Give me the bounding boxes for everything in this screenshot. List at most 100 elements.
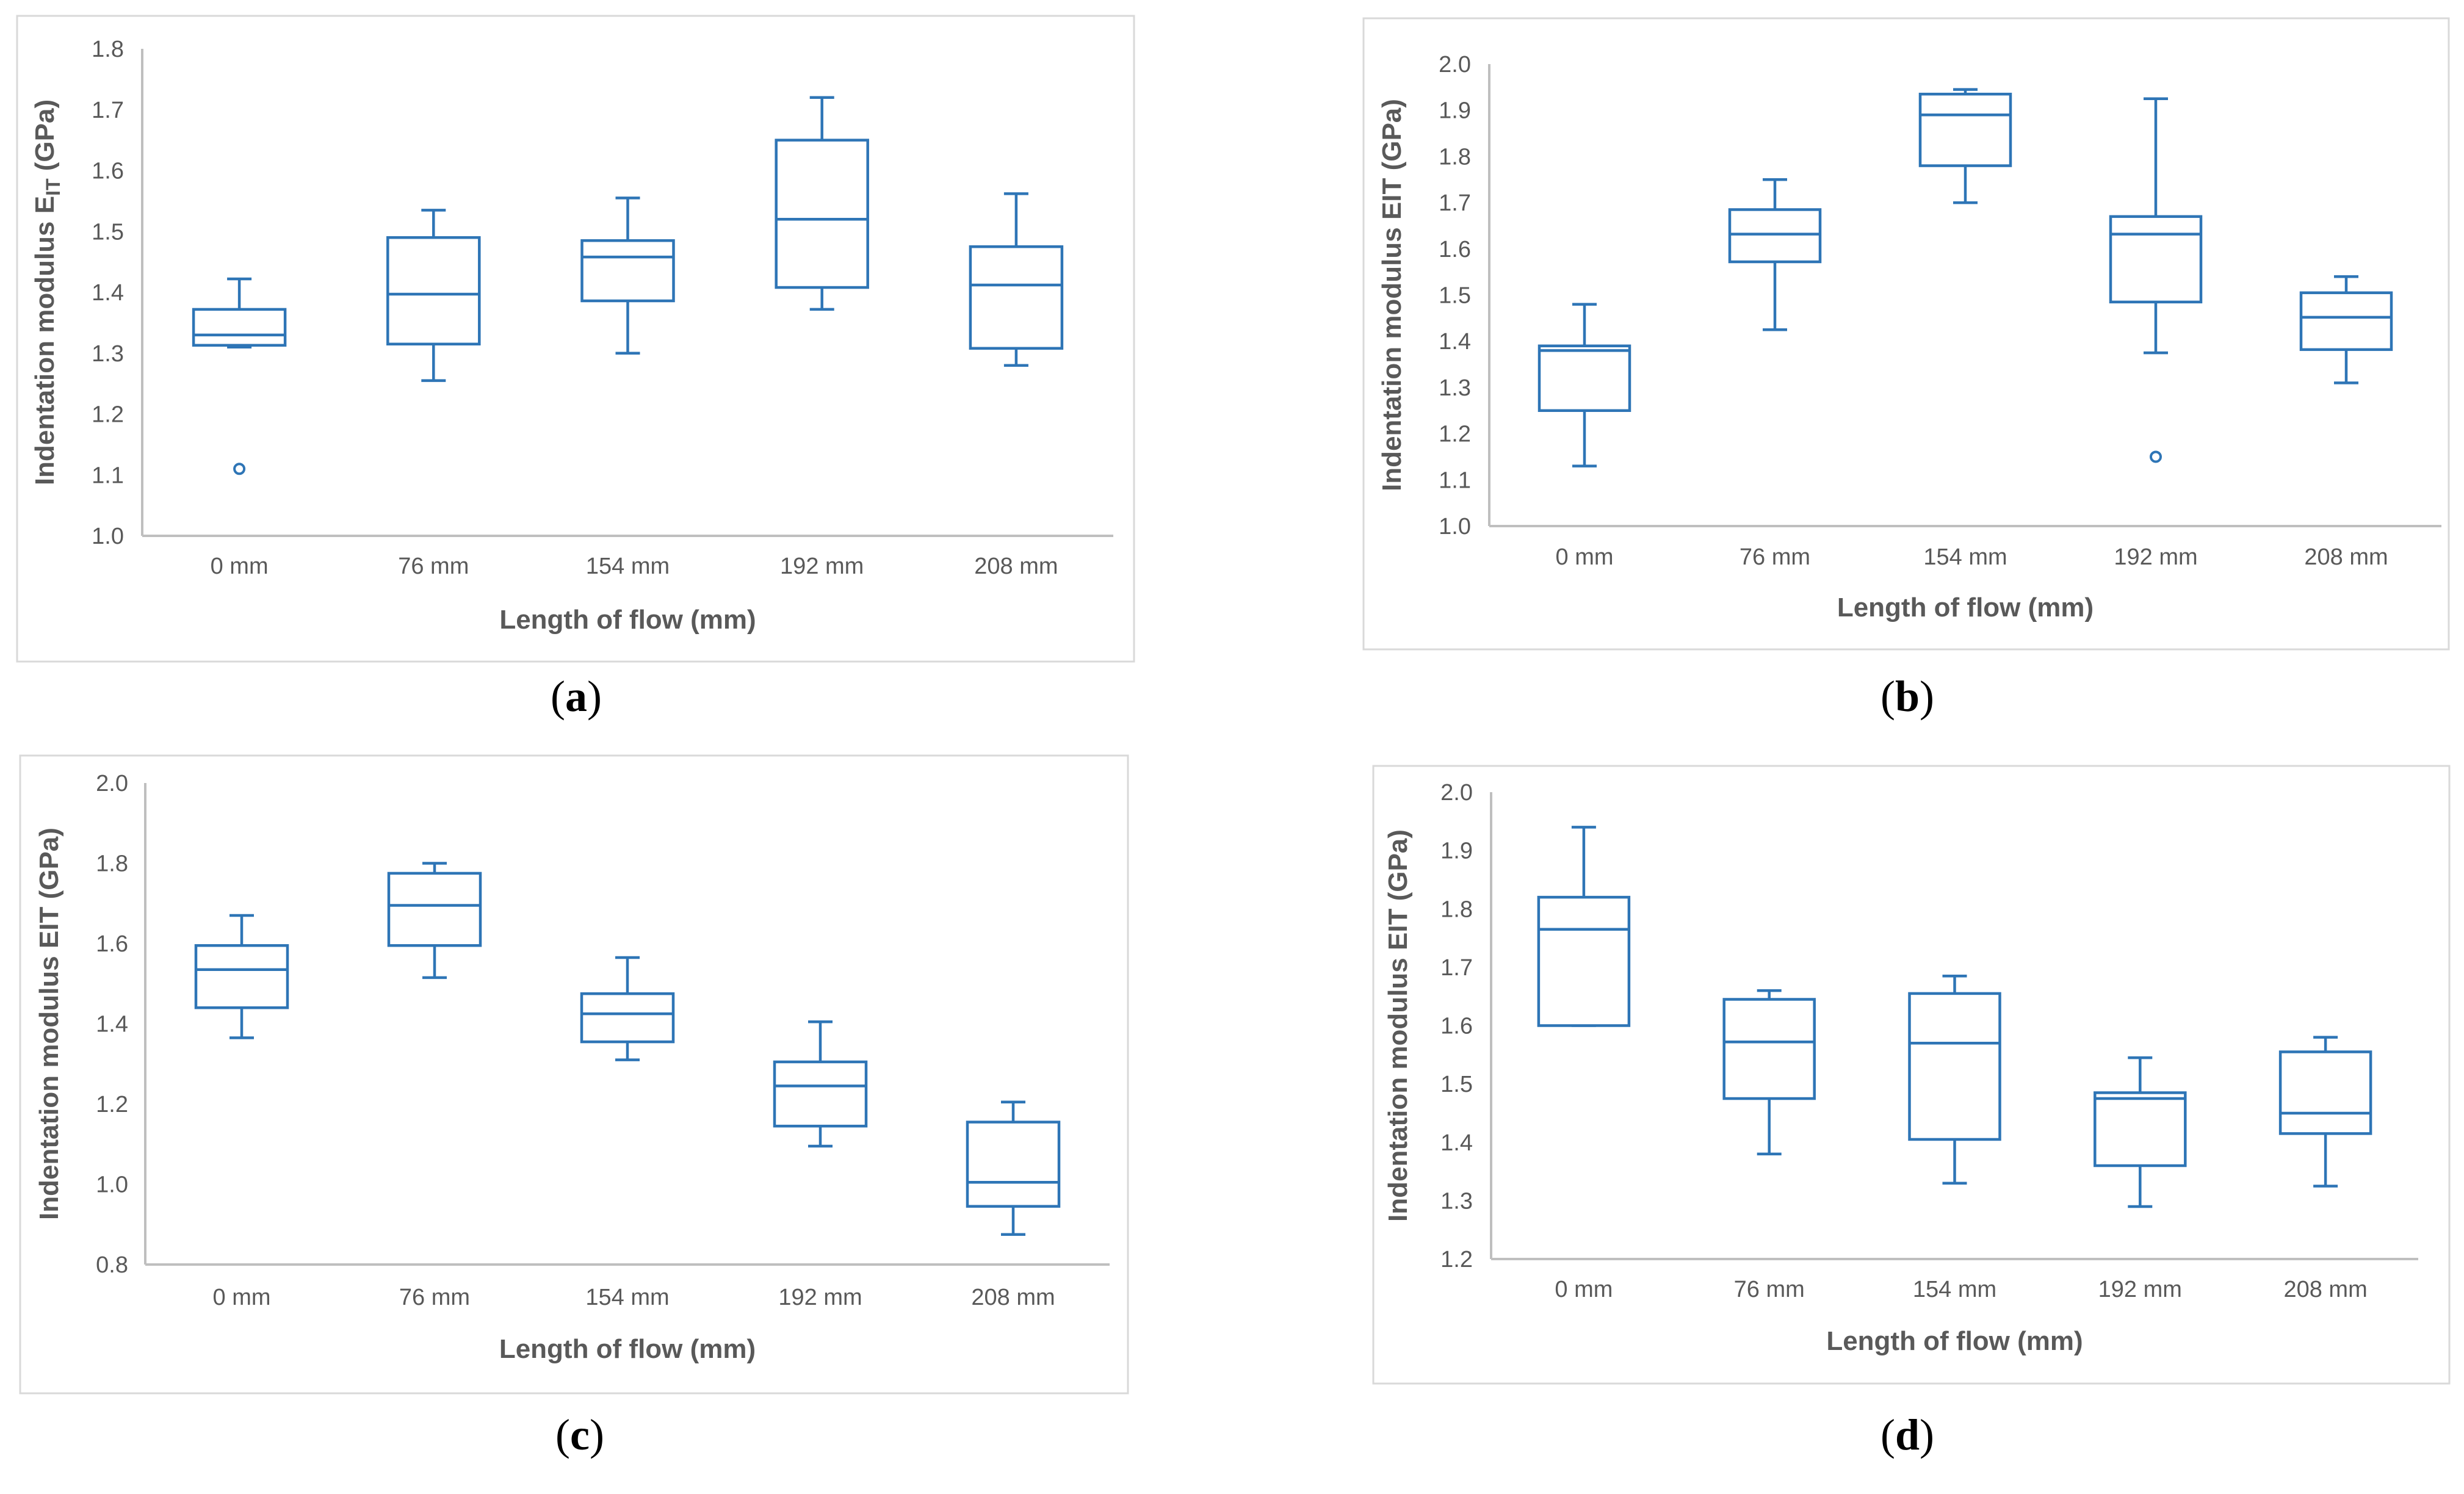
x-tick-label: 208 mm	[2304, 544, 2388, 570]
caption-close-paren: )	[1920, 672, 1934, 721]
x-axis-label: Length of flow (mm)	[499, 1334, 756, 1364]
x-axis-label: Length of flow (mm)	[499, 605, 756, 635]
caption-open-paren: (	[551, 672, 565, 721]
y-tick-label: 1.2	[92, 402, 124, 428]
panel-caption: (d)	[1881, 1410, 1934, 1459]
caption-letter: a	[565, 672, 587, 721]
y-tick-label: 1.3	[92, 341, 124, 367]
box-group	[580, 956, 675, 1061]
box-group	[1537, 826, 1631, 1027]
box	[194, 944, 289, 1009]
y-tick-label: 1.8	[1439, 144, 1471, 170]
panel-caption: (a)	[551, 672, 602, 721]
box	[1537, 895, 1631, 1027]
y-axis-label-main: Indentation modulus EIT	[1383, 909, 1413, 1222]
caption-open-paren: (	[555, 1410, 570, 1459]
y-tick-label: 1.2	[96, 1092, 128, 1117]
box	[192, 308, 287, 347]
y-tick-label: 1.6	[1439, 237, 1471, 262]
y-tick-label: 2.0	[1439, 52, 1471, 78]
panel-caption: (c)	[555, 1410, 604, 1459]
caption-letter: c	[570, 1410, 590, 1459]
box	[1722, 998, 1816, 1100]
x-tick-label: 208 mm	[2283, 1277, 2367, 1302]
caption-open-paren: (	[1881, 1410, 1895, 1459]
box-group	[2299, 275, 2393, 384]
chart-frame	[16, 15, 1135, 663]
chart-panel-a: 1.0 1.1 1.2 1.3 1.4 1.5 1.6 1.7 1.8 0 mm 76 mm 154 …	[16, 15, 1135, 663]
box-group	[1918, 88, 2012, 204]
y-tick-label: 1.2	[1439, 422, 1471, 447]
caption-close-paren: )	[590, 1410, 604, 1459]
x-tick-label: 208 mm	[971, 1285, 1055, 1310]
outlier-point	[233, 463, 246, 475]
box	[2094, 1091, 2187, 1167]
y-axis-label-main: Indentation modulus EIT	[34, 907, 64, 1220]
box-group	[1908, 974, 2001, 1185]
y-tick-label: 1.3	[1440, 1188, 1473, 1214]
y-tick-label: 1.4	[96, 1012, 128, 1038]
x-axis-label: Length of flow (mm)	[1826, 1326, 2083, 1356]
y-tick-label: 1.7	[92, 98, 124, 123]
box	[966, 1120, 1061, 1208]
box	[969, 245, 1064, 350]
y-tick-label: 0.8	[96, 1252, 128, 1278]
caption-close-paren: )	[587, 672, 602, 721]
y-tick-label: 1.0	[1439, 514, 1471, 540]
caption-letter: d	[1895, 1410, 1920, 1459]
y-tick-label: 1.6	[96, 931, 128, 957]
box-group	[387, 862, 482, 980]
x-tick-label: 76 mm	[399, 1285, 470, 1310]
caption-letter: b	[1895, 672, 1920, 721]
y-tick-label: 1.9	[1440, 839, 1473, 864]
panel-caption: (b)	[1881, 672, 1934, 721]
chart-panel-c: 0.8 1.0 1.2 1.4 1.6 1.8 2.0 0 mm 76 mm 154 mm 192 …	[19, 754, 1129, 1395]
box-group	[1728, 178, 1822, 331]
chart-panel-b: 1.0 1.1 1.2 1.3 1.4 1.5 1.6 1.7 1.8 1.9 2.0 0 mm 76 …	[1362, 17, 2450, 651]
y-tick-label: 1.5	[1440, 1072, 1473, 1097]
box-group	[580, 197, 675, 355]
x-tick-label: 154 mm	[586, 554, 670, 579]
y-tick-label: 2.0	[1440, 780, 1473, 806]
caption-close-paren: )	[1920, 1410, 1934, 1459]
y-tick-label: 2.0	[96, 771, 128, 796]
x-axis-label: Length of flow (mm)	[1837, 593, 2094, 622]
x-tick-label: 208 mm	[974, 554, 1058, 579]
x-tick-label: 192 mm	[780, 554, 864, 579]
x-tick-label: 0 mm	[1555, 1277, 1613, 1302]
box-group	[966, 1100, 1061, 1236]
y-tick-label: 1.1	[92, 463, 124, 488]
y-axis-label: Indentation modulus EIT (GPa)	[1377, 99, 1407, 491]
chart-frame	[19, 754, 1129, 1395]
y-axis-label-main: Indentation modulus E	[30, 196, 60, 485]
x-tick-label: 76 mm	[398, 554, 469, 579]
box	[580, 239, 675, 303]
box	[1918, 92, 2012, 167]
box-group	[194, 914, 289, 1039]
y-tick-label: 1.7	[1439, 190, 1471, 216]
box-group	[773, 1020, 868, 1148]
box	[1908, 992, 2001, 1141]
y-tick-label: 1.0	[96, 1172, 128, 1198]
y-tick-label: 1.2	[1440, 1247, 1473, 1272]
box-group	[192, 277, 287, 475]
y-axis-label-unit: (GPa)	[1377, 99, 1407, 178]
y-axis-label: Indentation modulus EIT (GPa)	[34, 828, 64, 1220]
x-tick-label: 0 mm	[1556, 544, 1614, 570]
box-group	[2109, 97, 2203, 463]
y-tick-label: 1.9	[1439, 98, 1471, 124]
y-tick-label: 1.7	[1440, 955, 1473, 981]
y-axis-label: Indentation modulus EIT (GPa)	[30, 99, 64, 485]
y-axis-label-subscript: IT	[42, 178, 64, 196]
y-tick-label: 1.6	[1440, 1014, 1473, 1039]
y-tick-label: 1.3	[1439, 375, 1471, 401]
outlier-point	[2150, 450, 2162, 463]
box	[2299, 291, 2393, 352]
box	[2278, 1050, 2372, 1135]
y-axis-label-unit: (GPa)	[1383, 829, 1413, 909]
y-axis-label-unit: (GPa)	[30, 99, 60, 179]
y-tick-label: 1.0	[92, 524, 124, 549]
box-group	[2094, 1056, 2187, 1208]
x-tick-label: 154 mm	[1913, 1277, 1996, 1302]
